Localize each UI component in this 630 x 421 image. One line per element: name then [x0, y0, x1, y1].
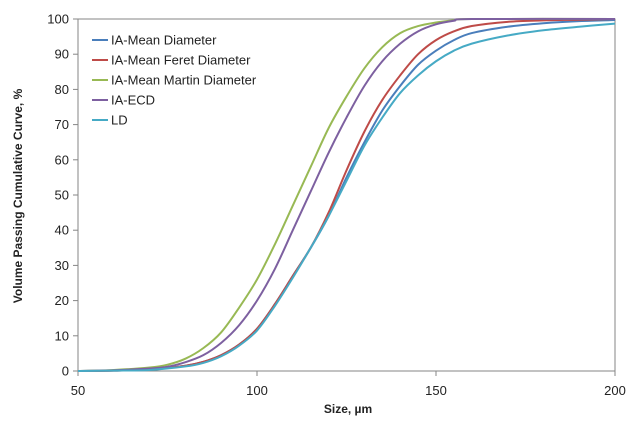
x-tick-label: 200 [604, 383, 626, 398]
y-tick-label: 30 [55, 258, 69, 273]
series-line-ld [77, 22, 616, 372]
y-tick-label: 80 [55, 82, 69, 97]
series-lines [77, 17, 616, 372]
y-tick-label: 40 [55, 223, 69, 238]
y-tick-label: 100 [47, 12, 69, 27]
legend-label-ld: LD [111, 113, 128, 128]
legend: IA-Mean Diameter IA-Mean Feret Diameter IA… [92, 33, 257, 128]
legend-label-ia-ecd: IA-ECD [111, 93, 155, 108]
y-tick-label: 60 [55, 152, 69, 167]
y-tick-label: 90 [55, 47, 69, 62]
x-axis-title: Size, µm [324, 402, 372, 416]
x-tick-label: 100 [246, 383, 268, 398]
y-tick-label: 50 [55, 188, 69, 203]
x-tick-label: 150 [425, 383, 447, 398]
series-line-ia-ecd [77, 17, 616, 372]
y-tick-label: 10 [55, 328, 69, 343]
legend-label-ia-mean-martin-diameter: IA-Mean Martin Diameter [111, 73, 257, 88]
y-tick-label: 70 [55, 117, 69, 132]
y-tick-label: 0 [62, 364, 69, 379]
x-tick-label: 50 [71, 383, 85, 398]
y-tick-label: 20 [55, 293, 69, 308]
y-axis-title: Volume Passing Cumulative Curve, % [11, 88, 25, 303]
series-line-ia-mean-martin-diameter [77, 17, 616, 372]
legend-label-ia-mean-feret-diameter: IA-Mean Feret Diameter [111, 53, 251, 68]
legend-label-ia-mean-diameter: IA-Mean Diameter [111, 33, 217, 48]
